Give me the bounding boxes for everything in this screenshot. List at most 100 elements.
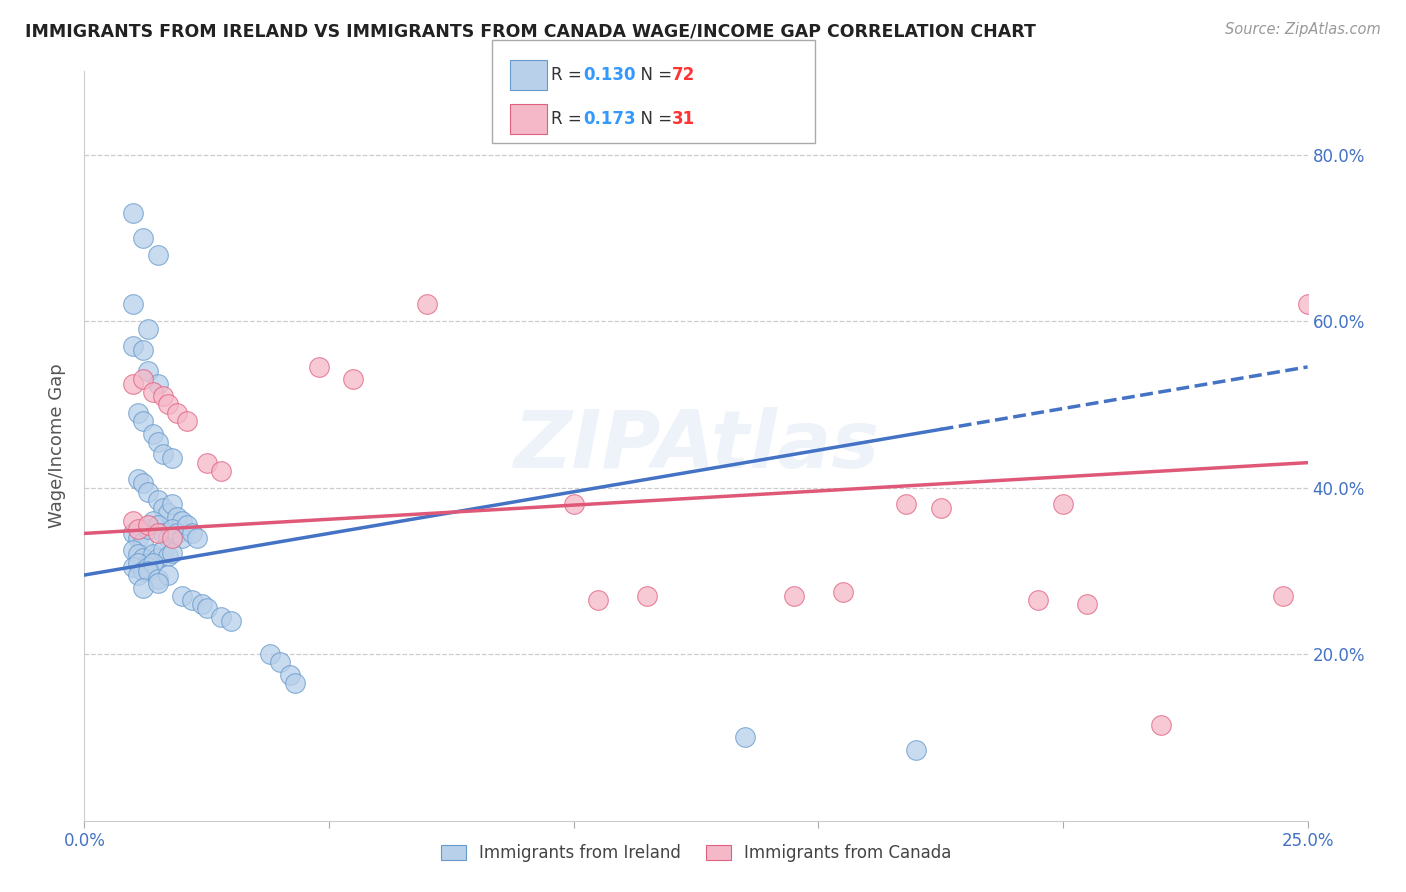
Point [176, 518, 198, 533]
Point [127, 547, 149, 561]
Point [269, 656, 291, 670]
Point [132, 551, 155, 566]
Text: 31: 31 [672, 110, 695, 128]
Point [136, 322, 159, 336]
Point [562, 497, 585, 511]
Point [172, 514, 194, 528]
Point [342, 372, 364, 386]
Point [142, 556, 165, 570]
Text: N =: N = [630, 110, 678, 128]
Point [136, 364, 159, 378]
Y-axis label: Wage/Income Gap: Wage/Income Gap [48, 364, 66, 528]
Point [162, 531, 184, 545]
Text: Source: ZipAtlas.com: Source: ZipAtlas.com [1225, 22, 1381, 37]
Point [929, 501, 952, 516]
Point [142, 426, 165, 441]
Point [209, 609, 232, 624]
Text: 0.173: 0.173 [583, 110, 636, 128]
Point [146, 551, 169, 566]
Point [176, 414, 198, 428]
Legend: Immigrants from Ireland, Immigrants from Canada: Immigrants from Ireland, Immigrants from… [434, 838, 957, 869]
Point [1296, 297, 1319, 311]
Text: 0.130: 0.130 [583, 66, 636, 84]
Point [146, 576, 169, 591]
Point [259, 647, 281, 661]
Point [152, 389, 174, 403]
Point [783, 589, 806, 603]
Point [122, 339, 145, 353]
Point [142, 547, 165, 561]
Point [122, 526, 145, 541]
Point [146, 376, 169, 391]
Point [831, 584, 853, 599]
Point [162, 545, 184, 559]
Point [162, 497, 184, 511]
Point [162, 522, 184, 536]
Point [172, 531, 194, 545]
Text: R =: R = [551, 66, 588, 84]
Point [1272, 589, 1295, 603]
Point [195, 601, 218, 615]
Point [146, 493, 169, 508]
Point [166, 526, 188, 541]
Point [1076, 597, 1098, 611]
Point [122, 297, 145, 311]
Point [156, 506, 179, 520]
Point [636, 589, 658, 603]
Point [136, 522, 159, 536]
Point [209, 464, 232, 478]
Text: N =: N = [630, 66, 678, 84]
Point [219, 614, 242, 628]
Text: R =: R = [551, 110, 588, 128]
Point [127, 531, 149, 545]
Point [146, 247, 169, 261]
Point [734, 731, 756, 745]
Point [132, 476, 155, 491]
Point [127, 472, 149, 486]
Point [905, 743, 928, 757]
Point [1052, 497, 1074, 511]
Point [156, 568, 179, 582]
Point [132, 414, 155, 428]
Point [191, 597, 214, 611]
Point [132, 581, 155, 595]
Point [122, 559, 145, 574]
Point [152, 501, 174, 516]
Point [146, 526, 169, 541]
Point [1028, 593, 1050, 607]
Point [146, 572, 169, 586]
Text: IMMIGRANTS FROM IRELAND VS IMMIGRANTS FROM CANADA WAGE/INCOME GAP CORRELATION CH: IMMIGRANTS FROM IRELAND VS IMMIGRANTS FR… [25, 22, 1036, 40]
Point [181, 526, 204, 541]
Point [186, 531, 208, 545]
Point [278, 668, 301, 682]
Point [122, 543, 145, 558]
Point [136, 564, 159, 578]
Point [416, 297, 439, 311]
Point [132, 372, 155, 386]
Point [142, 384, 165, 399]
Point [142, 514, 165, 528]
Point [181, 593, 204, 607]
Point [132, 534, 155, 549]
Point [896, 497, 918, 511]
Point [172, 589, 194, 603]
Point [132, 343, 155, 358]
Point [132, 231, 155, 245]
Point [127, 406, 149, 420]
Point [122, 514, 145, 528]
Point [136, 556, 159, 570]
Text: 72: 72 [672, 66, 696, 84]
Point [284, 676, 307, 690]
Point [308, 359, 330, 374]
Point [122, 376, 145, 391]
Point [166, 509, 188, 524]
Point [152, 543, 174, 558]
Text: ZIPAtlas: ZIPAtlas [513, 407, 879, 485]
Point [136, 559, 159, 574]
Point [146, 434, 169, 449]
Point [166, 406, 188, 420]
Point [152, 526, 174, 541]
Point [136, 484, 159, 499]
Point [127, 568, 149, 582]
Point [146, 518, 169, 533]
